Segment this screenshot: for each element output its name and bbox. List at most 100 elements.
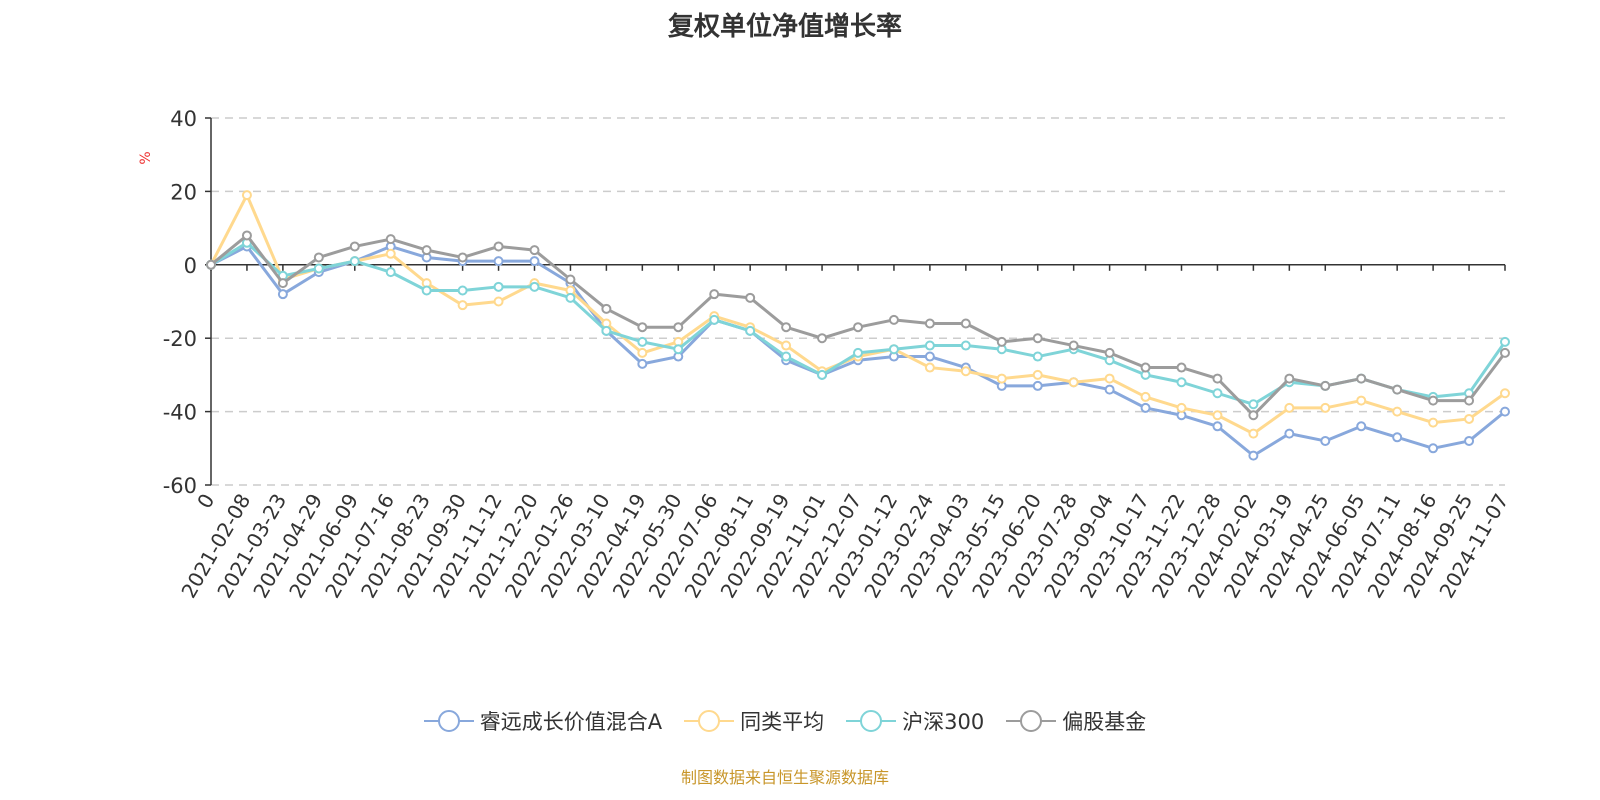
legend-marker-icon — [684, 710, 735, 732]
data-point — [565, 292, 576, 303]
data-point — [637, 347, 648, 358]
data-point — [1320, 380, 1331, 391]
data-point — [277, 289, 288, 300]
data-point — [1320, 402, 1331, 413]
data-point — [1464, 435, 1475, 446]
data-point — [1500, 406, 1510, 417]
data-point — [1032, 369, 1043, 380]
data-point — [1356, 373, 1367, 384]
data-point — [1176, 377, 1187, 388]
data-point — [385, 248, 396, 259]
data-point — [745, 292, 756, 303]
data-point — [241, 190, 252, 201]
data-point — [1248, 428, 1259, 439]
data-point — [1320, 435, 1331, 446]
data-point — [493, 296, 504, 307]
x-tick-label: 0 — [192, 490, 219, 513]
legend-item[interactable]: 睿远成长价值混合A — [423, 706, 662, 736]
data-point — [601, 325, 612, 336]
data-point — [1284, 373, 1295, 384]
data-point — [313, 252, 324, 263]
data-point — [206, 259, 216, 270]
data-point — [1140, 362, 1151, 373]
legend-item[interactable]: 同类平均 — [684, 706, 824, 736]
data-point — [924, 351, 935, 362]
data-point — [781, 351, 792, 362]
data-point — [1068, 377, 1079, 388]
data-point — [888, 344, 899, 355]
data-point — [817, 369, 828, 380]
legend: 睿远成长价值混合A 同类平均 沪深300 偏股基金 — [0, 706, 1570, 736]
data-point — [960, 318, 971, 329]
data-point — [781, 322, 792, 333]
data-point — [1032, 351, 1043, 362]
data-point — [457, 285, 468, 296]
series-line — [209, 193, 1506, 436]
source-note: 制图数据来自恒生聚源数据库 — [680, 768, 889, 787]
legend-marker-icon — [1006, 710, 1057, 732]
data-point — [960, 340, 971, 351]
data-point — [996, 336, 1007, 347]
data-point — [1212, 373, 1223, 384]
data-point — [1212, 410, 1223, 421]
data-point — [1428, 443, 1439, 454]
data-point — [601, 303, 612, 314]
data-point — [1104, 347, 1115, 358]
data-point — [1248, 399, 1259, 410]
data-point — [1284, 402, 1295, 413]
data-point — [924, 318, 935, 329]
y-tick-label: 0 — [184, 254, 197, 278]
data-point — [313, 263, 324, 274]
data-point — [1176, 402, 1187, 413]
y-tick-label: -60 — [163, 474, 197, 498]
data-point — [1284, 428, 1295, 439]
data-point — [529, 281, 540, 292]
data-point — [1356, 395, 1367, 406]
data-point — [1104, 384, 1115, 395]
data-point — [888, 314, 899, 325]
legend-item[interactable]: 偏股基金 — [1006, 706, 1146, 736]
data-point — [1392, 432, 1403, 443]
data-point — [745, 325, 756, 336]
y-tick-label: 20 — [170, 180, 197, 204]
data-point — [421, 285, 432, 296]
legend-item[interactable]: 沪深300 — [846, 706, 984, 736]
data-point — [1500, 347, 1510, 358]
data-point — [1464, 395, 1475, 406]
data-point — [385, 234, 396, 245]
data-point — [673, 344, 684, 355]
data-point — [1248, 450, 1259, 461]
data-point — [1428, 395, 1439, 406]
y-tick-label: -20 — [163, 327, 197, 351]
data-point — [457, 252, 468, 263]
data-point — [349, 256, 360, 267]
data-point — [385, 267, 396, 278]
data-point — [709, 314, 720, 325]
data-point — [996, 373, 1007, 384]
data-point — [241, 230, 252, 241]
data-point — [853, 347, 863, 358]
data-point — [1032, 333, 1043, 344]
data-point — [1464, 413, 1475, 424]
data-point — [1068, 340, 1079, 351]
data-point — [493, 256, 504, 267]
data-point — [457, 300, 468, 311]
data-point — [493, 281, 504, 292]
legend-label: 同类平均 — [740, 710, 825, 734]
data-point — [637, 358, 648, 369]
data-point — [637, 336, 648, 347]
data-point — [853, 322, 863, 333]
data-point — [349, 241, 360, 252]
data-point — [565, 274, 576, 285]
data-point — [1392, 384, 1403, 395]
data-point — [1500, 388, 1510, 399]
data-point — [781, 340, 792, 351]
data-point — [1500, 336, 1510, 347]
data-point — [529, 256, 540, 267]
data-point — [1140, 391, 1151, 402]
data-point — [1140, 402, 1151, 413]
data-point — [960, 366, 971, 377]
data-point — [1392, 406, 1403, 417]
data-point — [673, 322, 684, 333]
legend-label: 沪深300 — [902, 710, 985, 734]
